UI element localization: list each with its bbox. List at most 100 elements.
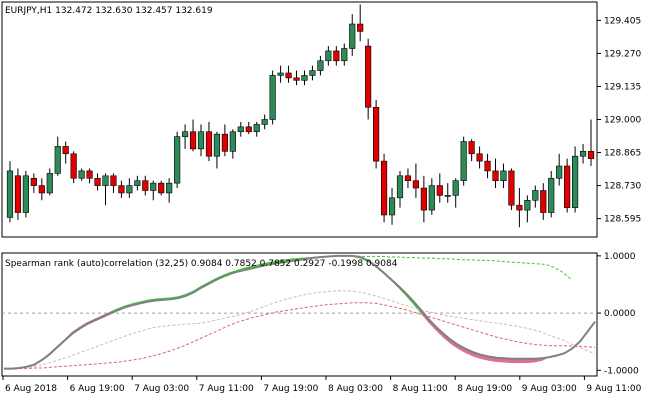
candle-bear xyxy=(158,182,165,194)
time-tick-label: 9 Aug 11:00 xyxy=(586,384,641,394)
lower-band-line xyxy=(4,302,596,370)
candle-bear xyxy=(38,185,45,194)
candle-bull xyxy=(78,170,85,179)
candle-bear xyxy=(436,185,443,196)
time-tick-label: 7 Aug 03:00 xyxy=(134,384,189,394)
candle-bear xyxy=(492,170,499,181)
candle-bull xyxy=(269,75,276,120)
indicator-header: Spearman rank (auto)correlation (32,25) … xyxy=(5,259,398,269)
candle-bull xyxy=(102,175,109,186)
candle-bull xyxy=(134,180,141,186)
candle-bull xyxy=(341,48,348,62)
candle-bull xyxy=(182,131,189,137)
candle-bull xyxy=(54,146,61,174)
indicator-lines xyxy=(2,254,597,370)
candle-bear xyxy=(30,177,37,186)
indicator-tick-label: -1.0000 xyxy=(604,366,639,376)
price-tick-label: 129.000 xyxy=(604,116,641,126)
candle-bull xyxy=(428,185,435,211)
candle-bull xyxy=(524,199,531,211)
candle-bear xyxy=(412,180,419,189)
candle-bull xyxy=(213,133,221,157)
candle-bear xyxy=(333,50,340,62)
candle-bull xyxy=(460,141,467,181)
candle-bull xyxy=(301,75,308,81)
main-header: EURJPY,H1 132.472 132.630 132.457 132.61… xyxy=(5,6,213,16)
candle-bear xyxy=(142,180,149,191)
candle-bull xyxy=(229,131,236,152)
candle-bear xyxy=(476,153,483,162)
candle-bear xyxy=(365,45,372,108)
candle-bull xyxy=(500,170,507,181)
candles-group xyxy=(6,4,595,228)
candle-bear xyxy=(221,133,228,152)
candle-bear xyxy=(285,72,292,79)
price-pane-frame xyxy=(1,1,598,238)
candle-bear xyxy=(86,170,93,179)
candle-bull xyxy=(388,197,396,216)
indicator-tick-label: 0.0000 xyxy=(604,309,636,319)
candle-bear xyxy=(245,126,252,133)
price-tick-label: 129.135 xyxy=(604,82,641,92)
candle-bull xyxy=(174,136,181,184)
candle-bull xyxy=(277,72,284,76)
candle-bear xyxy=(14,175,22,213)
candle-bull xyxy=(452,180,459,196)
candle-bear xyxy=(468,141,475,155)
mid-band-line xyxy=(3,290,596,370)
correlation-main-line xyxy=(4,254,596,370)
candle-bear xyxy=(516,204,523,211)
candle-bull xyxy=(317,60,324,71)
time-tick-label: 9 Aug 03:00 xyxy=(522,384,577,394)
candle-bull xyxy=(349,23,356,49)
candle-bear xyxy=(380,160,388,216)
time-tick-label: 8 Aug 11:00 xyxy=(393,384,448,394)
price-tick-label: 129.405 xyxy=(604,16,641,26)
price-pane[interactable]: 129.405 129.270 129.135 129.000 128.865 128.7… xyxy=(1,1,641,238)
time-tick-label: 6 Aug 2018 xyxy=(5,384,57,394)
time-tick-label: 8 Aug 19:00 xyxy=(457,384,512,394)
time-axis: 6 Aug 2018 6 Aug 19:00 7 Aug 03:00 7 Aug 11… xyxy=(2,376,642,394)
candle-bear xyxy=(357,23,364,32)
candle-bear xyxy=(587,151,595,159)
candle-bear xyxy=(70,153,77,179)
candle-bull xyxy=(532,190,539,201)
candle-bear xyxy=(373,106,380,162)
candle-bear xyxy=(205,131,213,157)
indicator-pane[interactable]: 1.0000 0.0000 -1.0000 Spearman rank (auto)… xyxy=(1,252,639,377)
price-tick-label: 128.595 xyxy=(604,215,641,225)
candle-bull xyxy=(22,175,29,213)
candle-bull xyxy=(396,175,404,199)
indicator-tick-label: 1.0000 xyxy=(604,252,636,262)
indicator-pane-frame xyxy=(1,252,598,377)
candle-bull xyxy=(253,124,260,133)
indicator-axis: 1.0000 0.0000 -1.0000 xyxy=(597,252,639,376)
time-tick-label: 7 Aug 19:00 xyxy=(263,384,318,394)
candle-bear xyxy=(404,175,412,181)
candle-bear xyxy=(508,170,515,206)
candle-bull xyxy=(150,182,157,191)
candle-bear xyxy=(94,177,101,186)
candle-bull xyxy=(444,195,451,197)
candle-bull xyxy=(325,50,332,62)
candle-bull xyxy=(126,185,133,194)
candle-bull xyxy=(237,126,244,133)
candle-bull xyxy=(166,182,173,194)
candle-bull xyxy=(556,165,563,179)
candle-bear xyxy=(189,131,197,150)
candle-bull xyxy=(579,151,587,157)
candle-bear xyxy=(484,160,491,172)
candle-bear xyxy=(118,185,125,194)
candle-bull xyxy=(197,131,205,150)
time-tick-label: 8 Aug 03:00 xyxy=(328,384,383,394)
candle-bull xyxy=(46,173,53,194)
candle-bull xyxy=(572,155,579,208)
price-tick-label: 129.270 xyxy=(604,49,641,59)
candle-bull xyxy=(6,170,14,218)
price-axis: 129.405 129.270 129.135 129.000 128.865 128.7… xyxy=(597,16,641,225)
candle-bear xyxy=(293,77,300,81)
candle-bull xyxy=(261,119,268,125)
candle-bull xyxy=(548,177,555,213)
candle-bear xyxy=(420,187,427,211)
